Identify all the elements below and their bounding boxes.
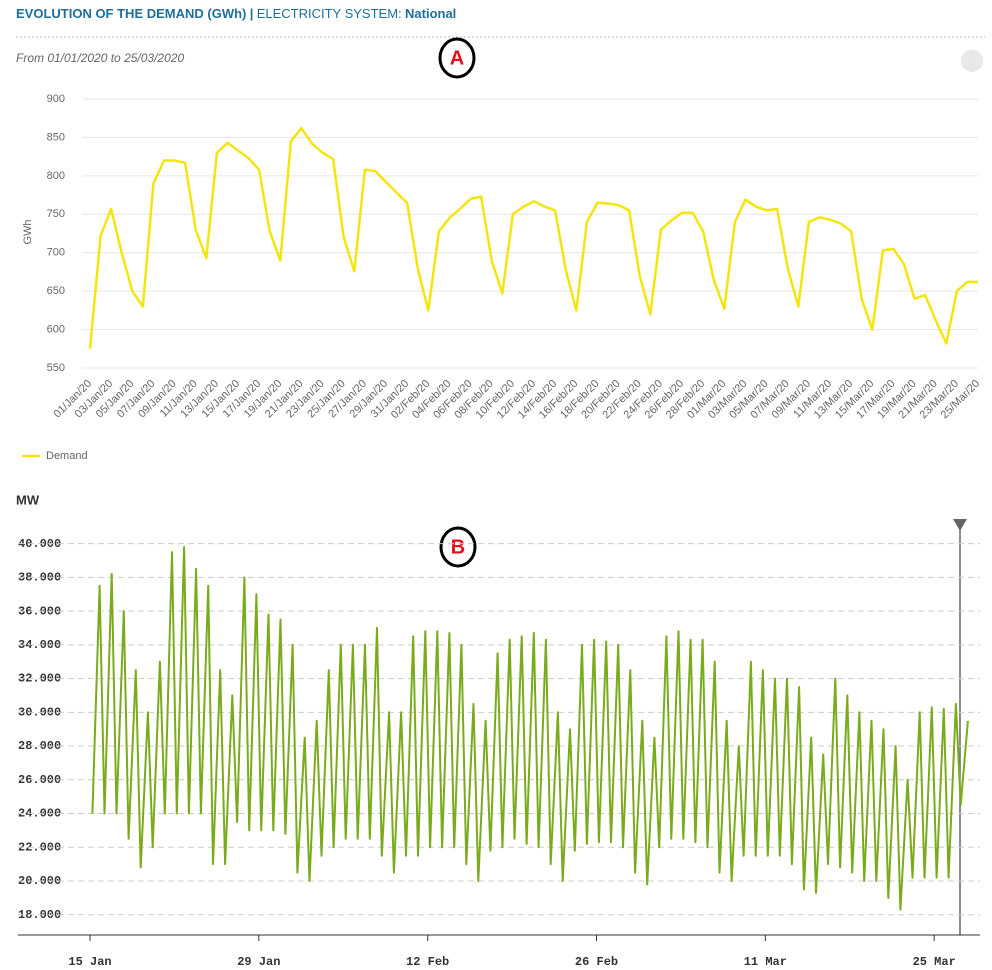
x-tick-label: 11 Mar: [744, 955, 787, 969]
zoom-button[interactable]: [961, 50, 983, 72]
subtitle: From 01/01/2020 to 25/03/2020: [16, 51, 184, 65]
y-tick-label: 800: [47, 170, 65, 182]
y-tick-label: 550: [47, 362, 65, 374]
annotation: B: [451, 536, 465, 558]
annotation-circle: [438, 37, 476, 79]
x-tick-label: 12 Feb: [406, 955, 449, 969]
header-title: EVOLUTION OF THE DEMAND (GWh) | ELECTRIC…: [16, 6, 456, 21]
time-marker-handle[interactable]: [953, 519, 967, 531]
annotation-circle: [439, 526, 477, 568]
x-tick-label: 25 Mar: [913, 955, 956, 969]
line: [91, 546, 969, 911]
y-axis-label: MW: [16, 492, 40, 507]
y-tick-label: 650: [47, 285, 65, 297]
line: [88, 126, 978, 349]
annotation: A: [450, 47, 464, 69]
y-tick-label: 750: [47, 208, 65, 220]
system-label: ELECTRICITY SYSTEM:: [257, 6, 402, 21]
y-tick-label: 700: [47, 247, 65, 259]
system: National: [405, 6, 456, 21]
x-tick-label: 29 Jan: [237, 955, 280, 969]
x-tick-label: 26 Feb: [575, 955, 618, 969]
y-tick-label: 900: [47, 93, 65, 105]
x-tick-label: 15 Jan: [68, 955, 111, 969]
separator: |: [250, 6, 254, 21]
y-axis-label: GWh: [22, 219, 34, 244]
y-tick-label: 600: [47, 323, 65, 335]
legend-label: Demand: [46, 450, 88, 462]
y-tick-label: 850: [47, 131, 65, 143]
title: EVOLUTION OF THE DEMAND (GWh): [16, 6, 246, 21]
